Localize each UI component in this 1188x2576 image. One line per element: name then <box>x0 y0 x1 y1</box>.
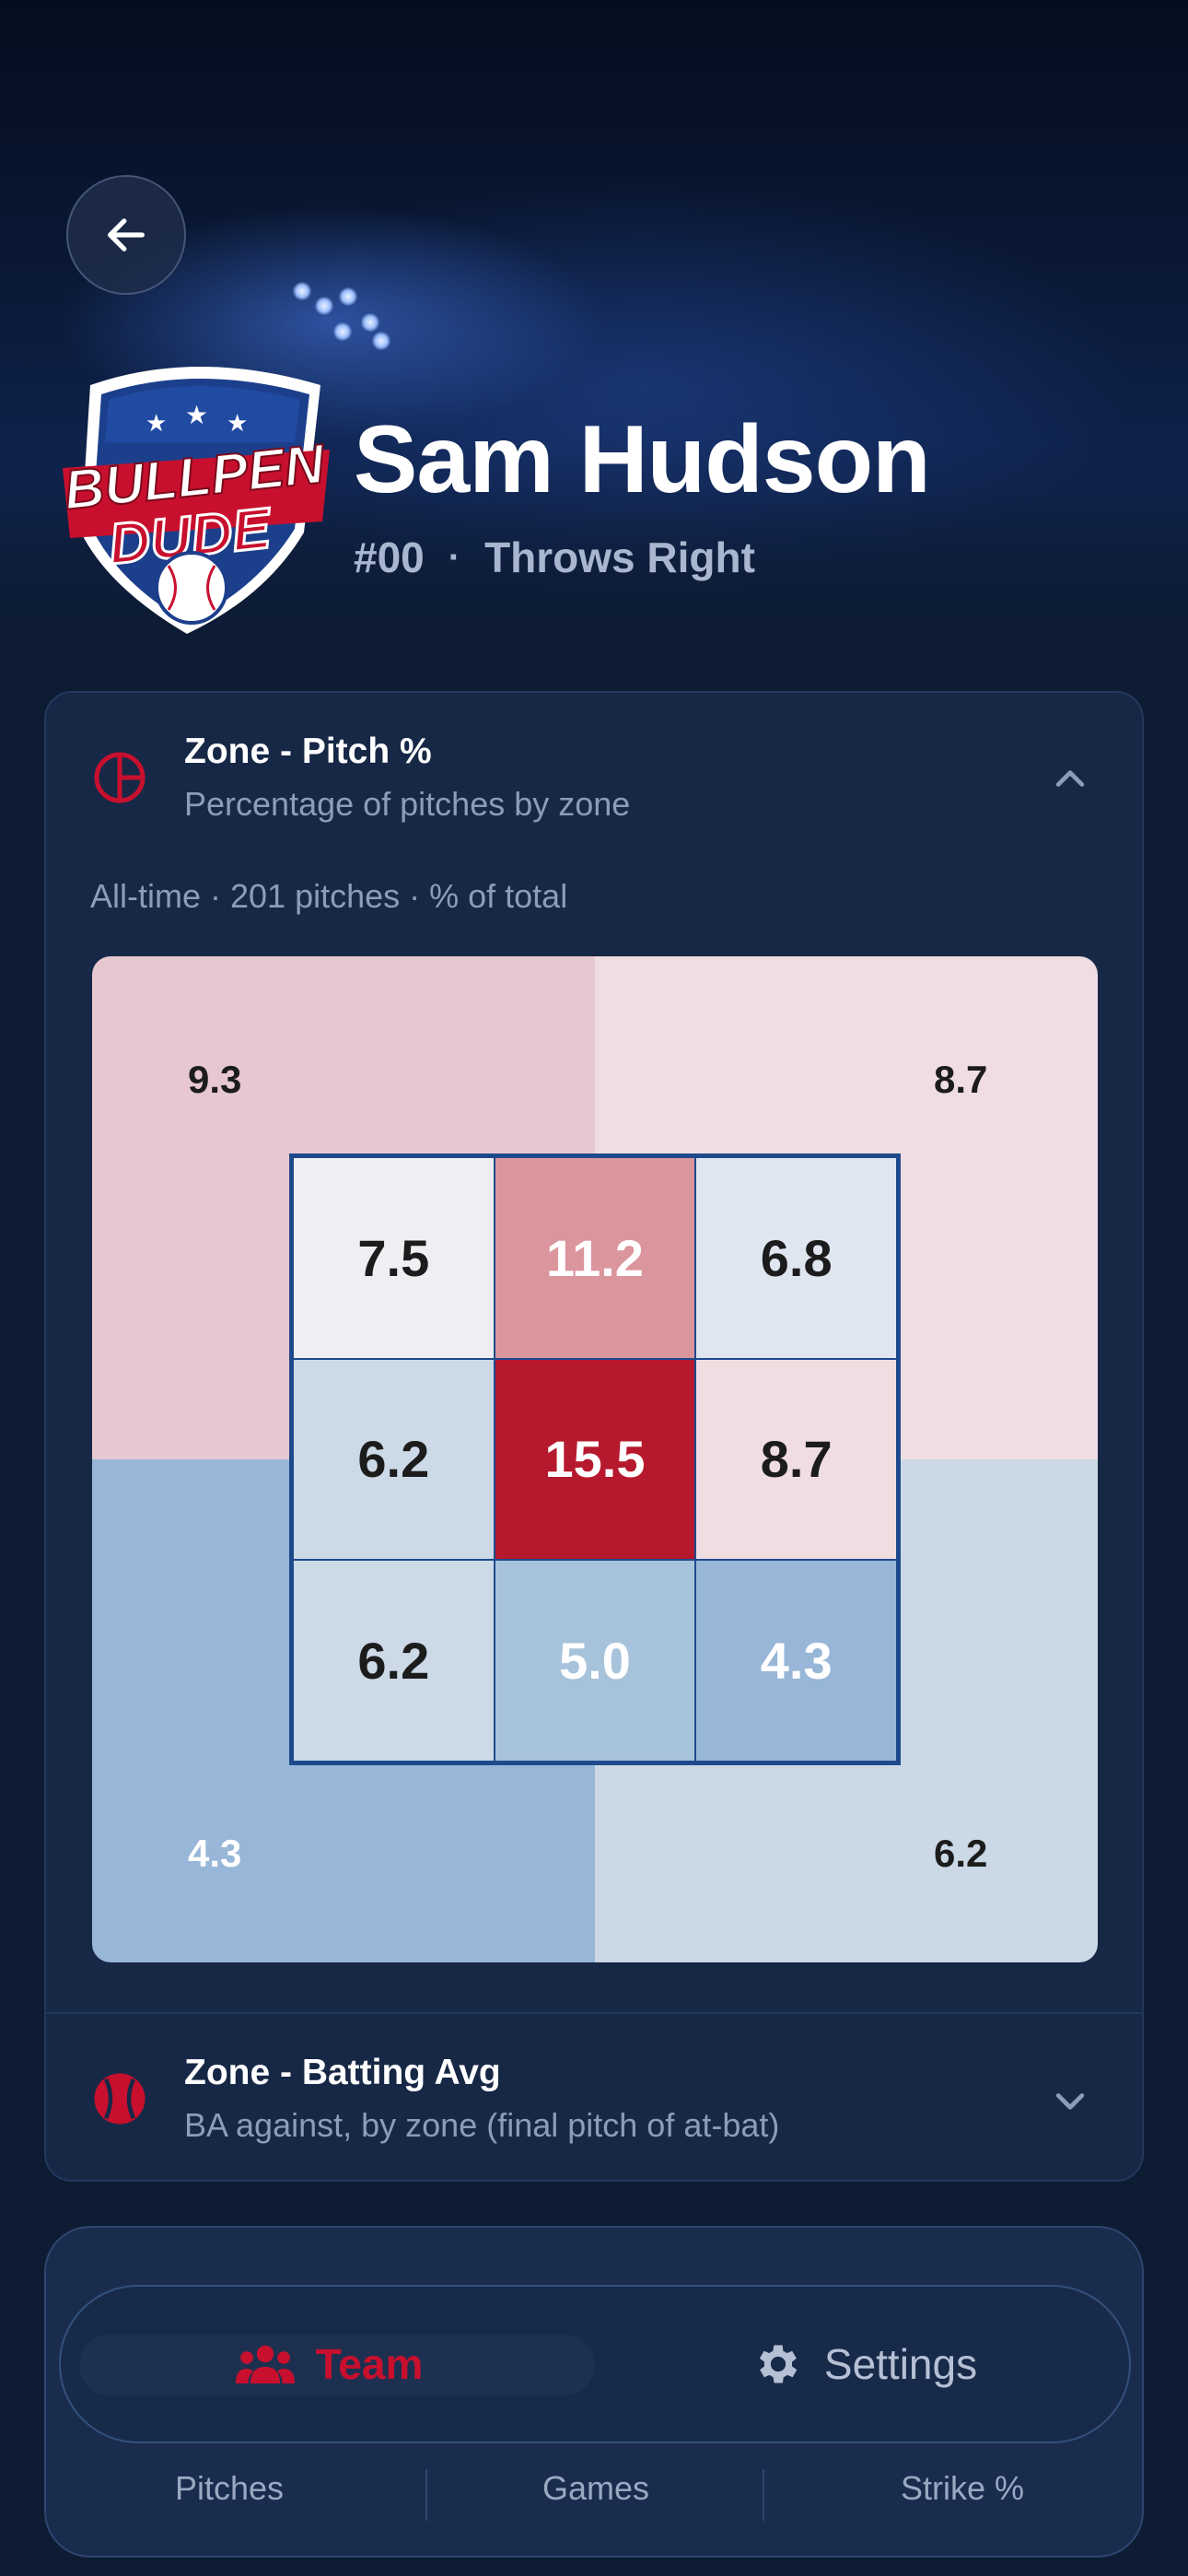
zone-cell[interactable]: 6.2 <box>294 1561 494 1761</box>
svg-text:★: ★ <box>146 410 167 438</box>
back-button[interactable] <box>66 175 186 295</box>
zone-target-icon <box>94 752 146 803</box>
section-title: Zone - Pitch % <box>184 732 432 771</box>
section-subtitle: Percentage of pitches by zone <box>184 785 631 823</box>
bottom-sheet: Team Settings Pitches Games Strike % <box>44 2226 1144 2558</box>
section-subtitle: BA against, by zone (final pitch of at-b… <box>184 2106 780 2144</box>
section-divider <box>46 2012 1142 2014</box>
stat-label-strike-pct: Strike % <box>900 2469 1025 2507</box>
zone-value: 6.2 <box>934 1832 988 1875</box>
meta-separator: · <box>448 536 461 578</box>
zone-cell[interactable]: 5.0 <box>495 1561 695 1761</box>
stadium-light <box>333 322 352 341</box>
section-header-pitch-zone[interactable]: Zone - Pitch % Percentage of pitches by … <box>46 693 1146 859</box>
tab-bar: Team Settings <box>59 2285 1131 2443</box>
zone-cell[interactable]: 4.3 <box>696 1561 896 1761</box>
tab-team[interactable]: Team <box>61 2287 597 2441</box>
stadium-light <box>293 282 311 300</box>
stadium-light <box>361 313 379 332</box>
stats-card: Zone - Pitch % Percentage of pitches by … <box>44 691 1144 2182</box>
tab-settings[interactable]: Settings <box>597 2287 1133 2441</box>
pitch-zone-heatmap: 9.3 8.7 4.3 6.2 7.5 11.2 6.8 6.2 15.5 8.… <box>92 956 1098 1962</box>
zone-value: 8.7 <box>934 1058 988 1101</box>
tab-label: Settings <box>823 2340 978 2388</box>
throws-hand: Throws Right <box>484 533 755 581</box>
zone-cell[interactable]: 6.2 <box>294 1359 494 1560</box>
stat-divider <box>763 2469 764 2521</box>
zone-cell[interactable]: 6.8 <box>696 1158 896 1358</box>
svg-text:★: ★ <box>185 400 208 430</box>
tab-label: Team <box>315 2340 424 2388</box>
gear-icon <box>759 2345 798 2383</box>
section-header-batting-avg[interactable]: Zone - Batting Avg BA against, by zone (… <box>46 2014 1146 2180</box>
stat-divider <box>425 2469 427 2521</box>
active-tab-pill <box>79 2335 595 2395</box>
stat-label-games: Games <box>542 2469 650 2507</box>
stadium-light <box>372 332 390 350</box>
stadium-light <box>339 287 357 306</box>
chevron-down-icon[interactable] <box>1050 2080 1090 2121</box>
zone-value: 4.3 <box>188 1832 242 1875</box>
team-icon <box>235 2345 295 2383</box>
zone-cell[interactable]: 15.5 <box>495 1359 695 1560</box>
chevron-up-icon[interactable] <box>1050 759 1090 800</box>
player-name: Sam Hudson <box>354 406 931 513</box>
zone-cell[interactable]: 8.7 <box>696 1359 896 1560</box>
zone-cell[interactable]: 7.5 <box>294 1158 494 1358</box>
stadium-light <box>315 297 333 315</box>
stats-summary-row: Pitches Games Strike % <box>46 2469 1146 2524</box>
zone-value: 9.3 <box>188 1058 242 1101</box>
team-logo: ★ ★ ★ BULLPEN DUDE <box>60 367 330 634</box>
arrow-left-icon <box>108 218 145 252</box>
baseball-icon <box>94 2073 146 2125</box>
section-title: Zone - Batting Avg <box>184 2053 501 2092</box>
player-meta: #00 · Throws Right <box>354 533 755 582</box>
svg-text:★: ★ <box>227 410 248 438</box>
pitch-meta-line: All-time · 201 pitches · % of total <box>90 877 568 915</box>
zone-cell[interactable]: 11.2 <box>495 1158 695 1358</box>
strike-zone: 7.5 11.2 6.8 6.2 15.5 8.7 6.2 5.0 4.3 <box>289 1153 901 1765</box>
player-number: #00 <box>354 533 425 581</box>
stat-label-pitches: Pitches <box>174 2469 285 2507</box>
